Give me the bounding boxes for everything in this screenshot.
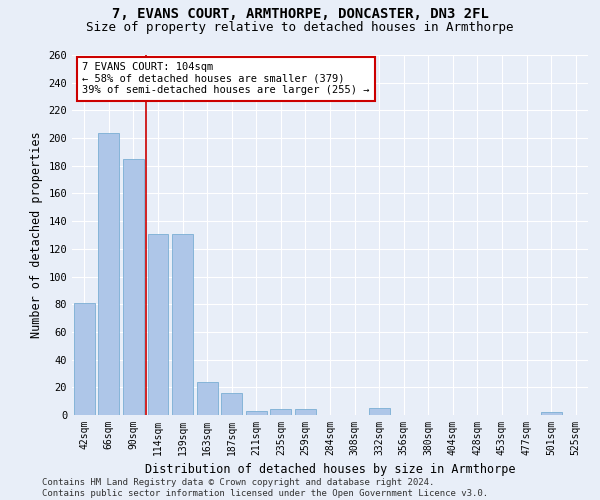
Bar xyxy=(74,303,95,415)
Bar xyxy=(172,234,193,415)
Bar xyxy=(541,412,562,415)
Bar xyxy=(271,410,292,415)
Bar xyxy=(221,393,242,415)
Bar xyxy=(148,234,169,415)
Text: Size of property relative to detached houses in Armthorpe: Size of property relative to detached ho… xyxy=(86,21,514,34)
Text: 7, EVANS COURT, ARMTHORPE, DONCASTER, DN3 2FL: 7, EVANS COURT, ARMTHORPE, DONCASTER, DN… xyxy=(112,8,488,22)
Bar xyxy=(368,408,389,415)
Text: Contains HM Land Registry data © Crown copyright and database right 2024.
Contai: Contains HM Land Registry data © Crown c… xyxy=(42,478,488,498)
X-axis label: Distribution of detached houses by size in Armthorpe: Distribution of detached houses by size … xyxy=(145,464,515,476)
Bar xyxy=(123,159,144,415)
Y-axis label: Number of detached properties: Number of detached properties xyxy=(30,132,43,338)
Bar xyxy=(197,382,218,415)
Bar xyxy=(295,410,316,415)
Bar xyxy=(246,411,267,415)
Text: 7 EVANS COURT: 104sqm
← 58% of detached houses are smaller (379)
39% of semi-det: 7 EVANS COURT: 104sqm ← 58% of detached … xyxy=(82,62,370,96)
Bar xyxy=(98,132,119,415)
